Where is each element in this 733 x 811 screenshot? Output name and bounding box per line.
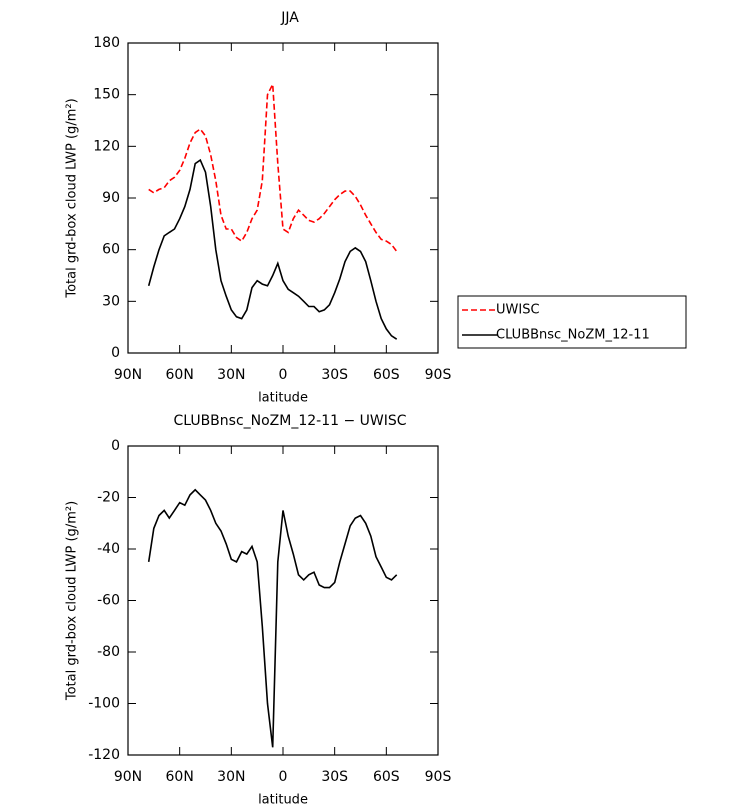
- x-tick-label: 30S: [321, 367, 348, 383]
- y-tick-label: 180: [93, 35, 120, 51]
- chart-title: JJA: [280, 10, 299, 26]
- plot-frame: [127, 42, 439, 354]
- x-tick-label: 90S: [425, 367, 452, 383]
- legend-label: CLUBBnsc_NoZM_12-11: [496, 328, 650, 343]
- x-tick-label: 0: [279, 769, 288, 785]
- legend-label: UWISC: [496, 303, 540, 318]
- x-tick-label: 30N: [217, 769, 245, 785]
- plot-frame: [127, 445, 439, 756]
- x-tick-label: 0: [279, 367, 288, 383]
- y-tick-label: -40: [97, 541, 120, 557]
- y-tick-label: -20: [97, 490, 120, 506]
- x-tick-label: 60N: [166, 769, 194, 785]
- y-axis-label: Total grd-box cloud LWP (g/m²): [65, 501, 80, 701]
- y-tick-label: 90: [102, 190, 120, 206]
- x-tick-label: 60S: [373, 367, 400, 383]
- y-axis-label: Total grd-box cloud LWP (g/m²): [65, 98, 80, 298]
- x-tick-label: 60N: [166, 367, 194, 383]
- x-tick-label: 90N: [114, 769, 142, 785]
- x-axis-label: latitude: [258, 793, 308, 808]
- y-tick-label: 60: [102, 242, 120, 258]
- x-tick-label: 90N: [114, 367, 142, 383]
- y-tick-label: -60: [97, 593, 120, 609]
- data-line: [147, 158, 398, 340]
- y-tick-label: 120: [93, 138, 120, 154]
- x-tick-label: 30N: [217, 367, 245, 383]
- x-tick-label: 90S: [425, 769, 452, 785]
- y-tick-label: 0: [111, 438, 120, 454]
- y-tick-label: -120: [88, 747, 120, 763]
- y-tick-label: 30: [102, 293, 120, 309]
- y-tick-label: -80: [97, 644, 120, 660]
- x-tick-label: 60S: [373, 769, 400, 785]
- y-tick-label: 150: [93, 87, 120, 103]
- legend-box: [457, 295, 687, 349]
- x-tick-label: 30S: [321, 769, 348, 785]
- chart-title: CLUBBnsc_NoZM_12-11 − UWISC: [173, 413, 406, 429]
- x-axis-label: latitude: [258, 391, 308, 406]
- data-line: [148, 81, 398, 252]
- y-tick-label: -100: [88, 696, 120, 712]
- y-tick-label: 0: [111, 345, 120, 361]
- data-line: [147, 488, 398, 748]
